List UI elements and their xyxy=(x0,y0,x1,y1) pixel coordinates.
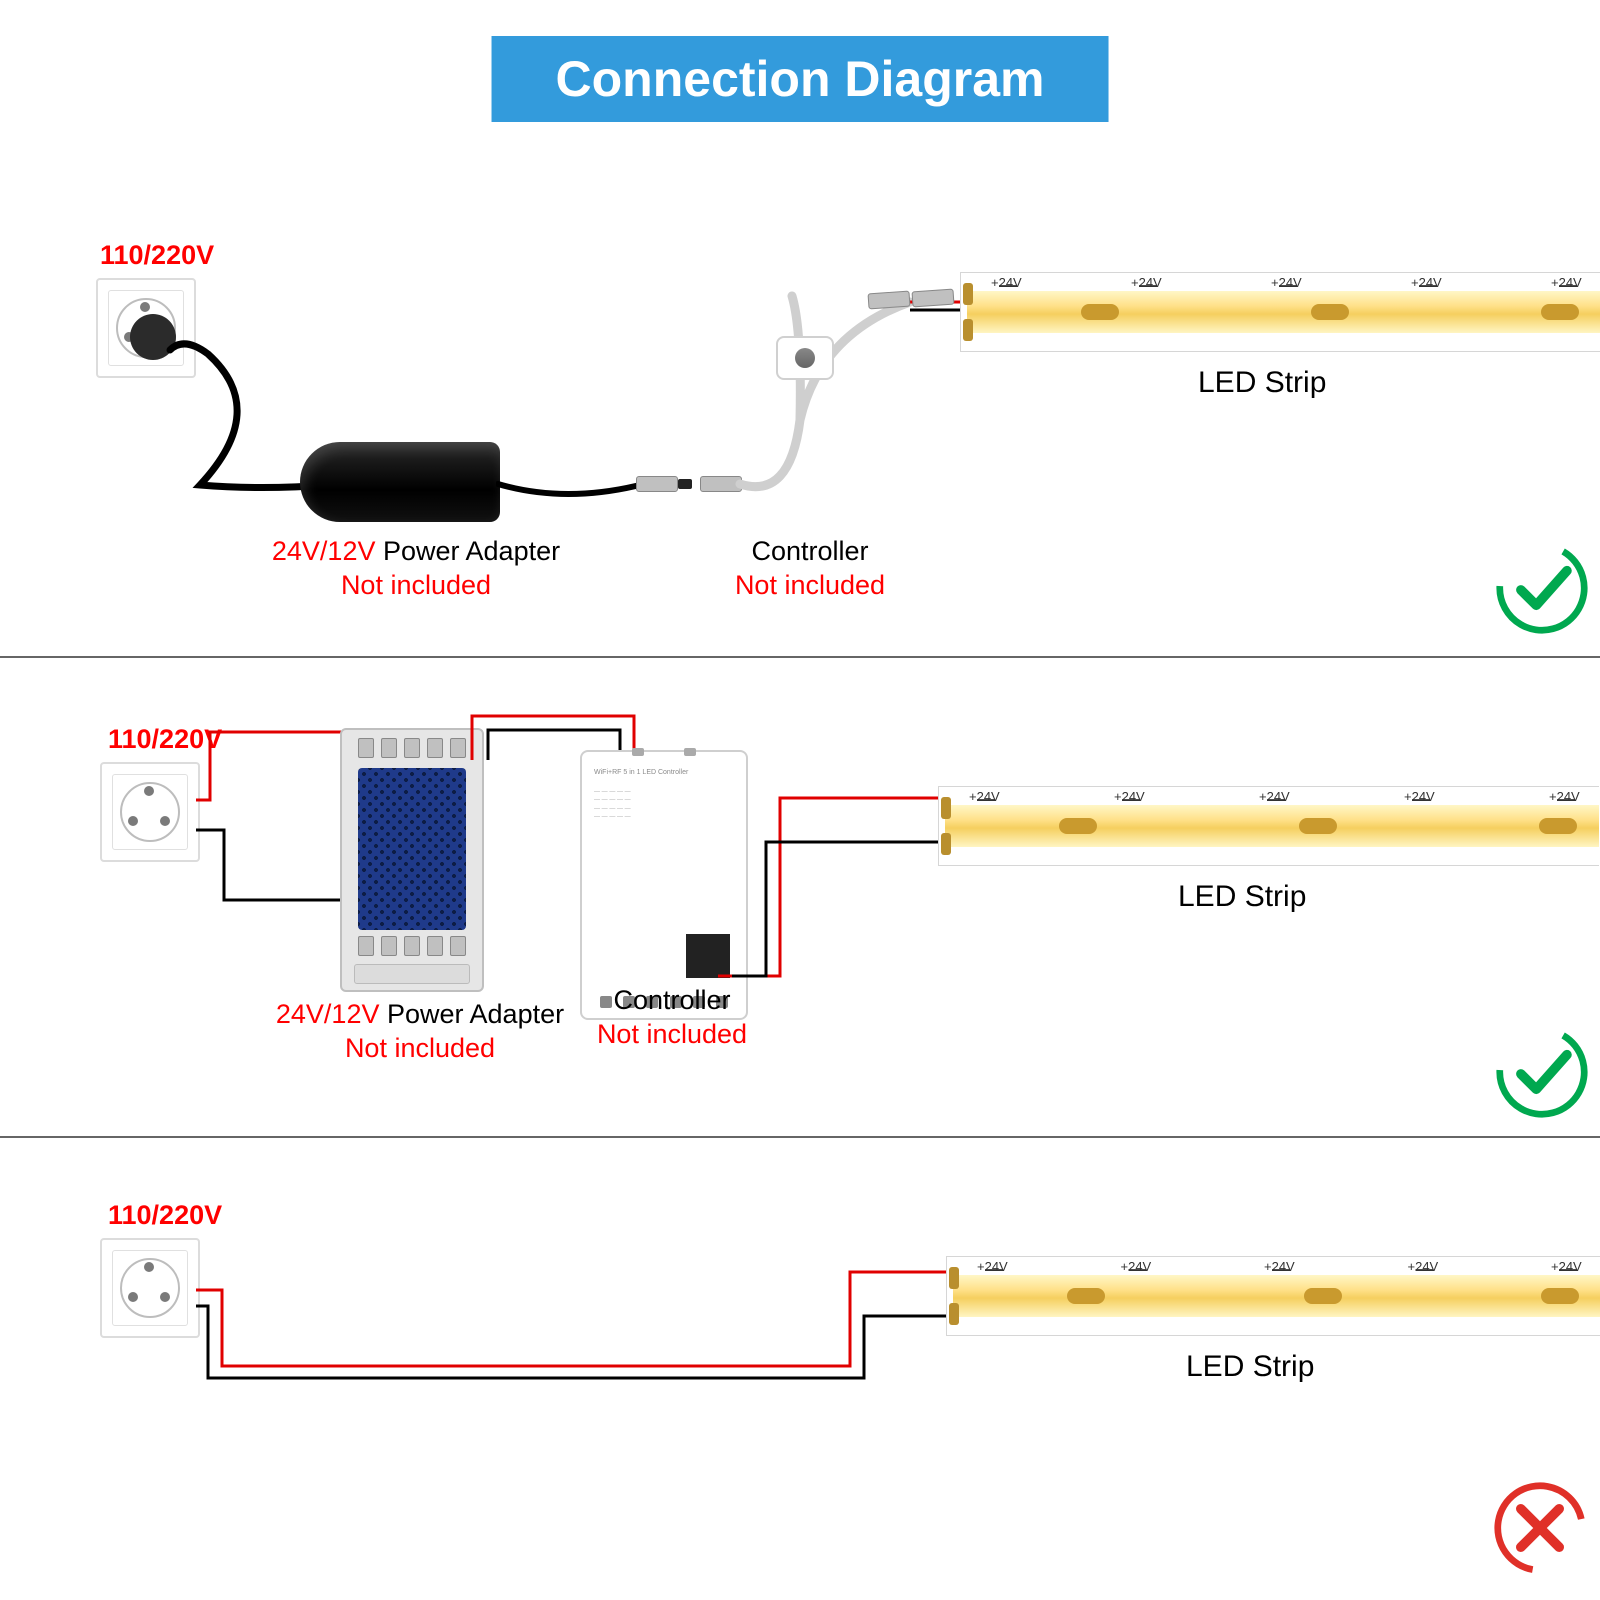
section-divider xyxy=(0,1136,1600,1138)
dc-barrel-icon xyxy=(636,476,678,492)
check-icon xyxy=(1494,1024,1590,1120)
psu-icon xyxy=(340,728,484,992)
wire-icon xyxy=(716,786,966,1006)
section-3: 110/220V +24V—+24V—+24V—+24V—+24V— LED S… xyxy=(0,1160,1600,1580)
cross-icon xyxy=(1492,1480,1588,1576)
controller-icon xyxy=(776,336,834,380)
led-strip-label: LED Strip xyxy=(1178,880,1306,914)
wire-icon xyxy=(150,1250,980,1390)
led-strip-label: LED Strip xyxy=(1198,366,1326,400)
voltage-label: 110/220V xyxy=(100,240,214,271)
led-strip-label: LED Strip xyxy=(1186,1350,1314,1384)
controller-label: Controller Not included xyxy=(700,535,920,603)
section-2: 110/220V WiFi+RF 5 in 1 xyxy=(0,680,1600,1120)
section-divider xyxy=(0,656,1600,658)
led-strip-icon: +24V—+24V—+24V—+24V—+24V— xyxy=(946,1256,1600,1336)
dc-barrel-icon xyxy=(911,289,954,308)
adapter-label: 24V/12V Power Adapter Not included xyxy=(250,998,590,1066)
adapter-label: 24V/12V Power Adapter Not included xyxy=(246,535,586,603)
check-icon xyxy=(1494,540,1590,636)
controller-label: Controller Not included xyxy=(584,984,760,1052)
dc-barrel-icon xyxy=(867,291,910,310)
section-1: 110/220V xyxy=(0,170,1600,640)
cable-icon xyxy=(496,460,646,510)
led-strip-icon: +24V—+24V—+24V—+24V—+24V— xyxy=(938,786,1599,866)
led-strip-icon: +24V—+24V—+24V—+24V—+24V— xyxy=(960,272,1600,352)
power-adapter-icon xyxy=(300,442,500,522)
connection-diagram-page: Connection Diagram 110/220V xyxy=(0,0,1600,1600)
page-title: Connection Diagram xyxy=(492,36,1109,122)
voltage-label: 110/220V xyxy=(108,1200,222,1231)
dc-barrel-tip xyxy=(678,479,692,489)
